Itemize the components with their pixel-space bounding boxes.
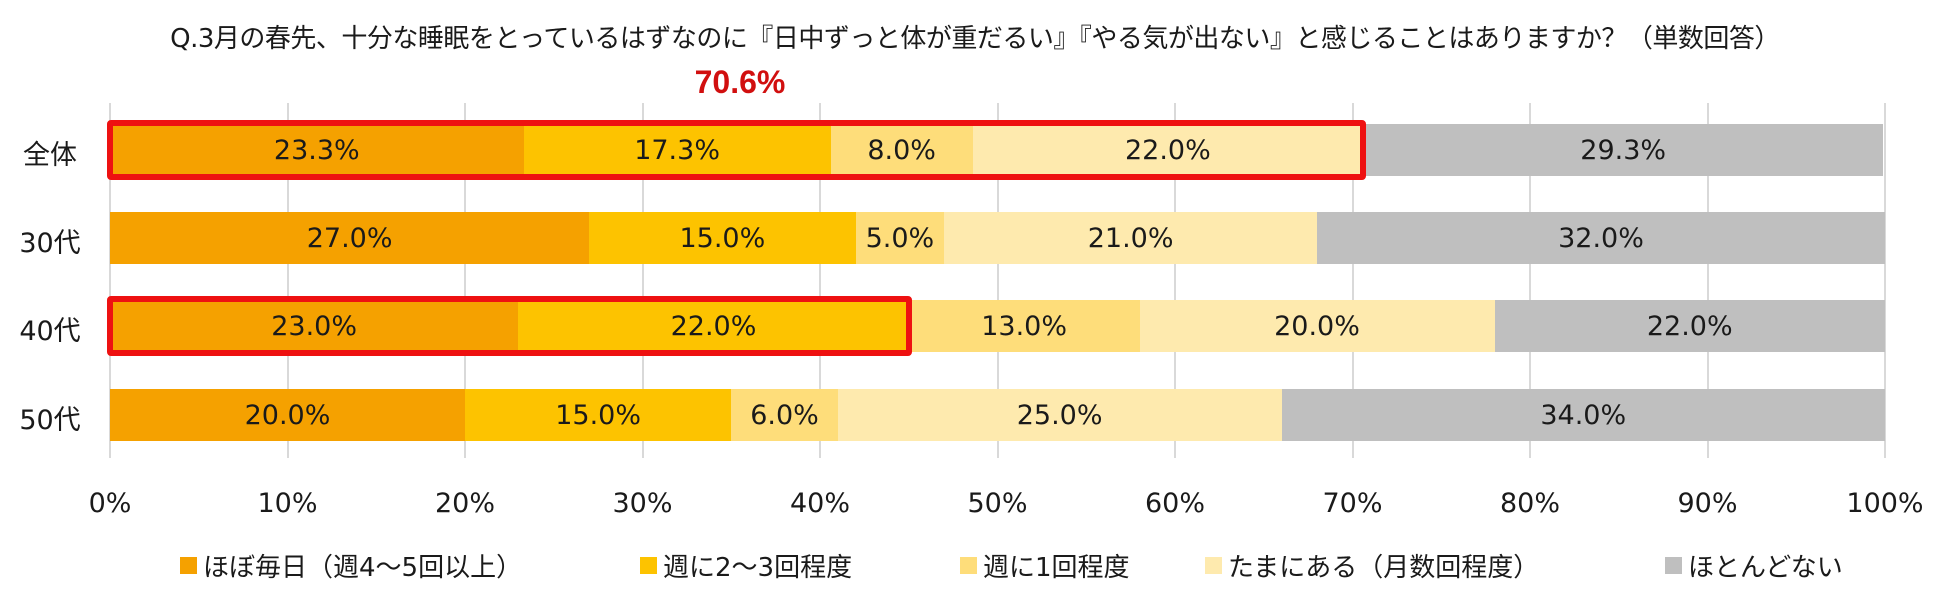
bar-segment: 23.0% [110, 300, 519, 352]
bar-segment: 20.0% [110, 389, 465, 441]
legend-swatch-icon [960, 557, 977, 574]
legend-label: 週に2～3回程度 [663, 553, 853, 583]
x-tick-label: 0% [88, 488, 132, 519]
data-label: 13.0% [981, 310, 1068, 342]
gridline [1351, 103, 1354, 458]
data-label: 32.0% [1558, 222, 1644, 254]
bar-segment: 22.0% [1494, 300, 1885, 352]
chart-title: Q.3月の春先、十分な睡眠をとっているはずなのに『日中ずっと体が重だるい』『やる… [170, 24, 1780, 54]
x-tick-label: 50% [967, 488, 1028, 519]
bar-segment: 27.0% [110, 212, 590, 264]
data-label: 20.0% [1274, 310, 1360, 342]
bar-segment: 29.3% [1363, 124, 1884, 176]
legend-swatch-icon [180, 557, 197, 574]
data-label: 25.0% [1016, 399, 1103, 431]
data-label: 23.3% [273, 134, 360, 166]
data-label: 15.0% [555, 399, 642, 431]
bar-segment: 15.0% [589, 212, 856, 264]
gridline [1174, 103, 1176, 458]
gridline [641, 103, 644, 458]
category-label: 40代 [19, 316, 81, 347]
data-label: 17.3% [634, 134, 720, 166]
highlight-box [107, 296, 912, 356]
bar-segment: 22.0% [518, 300, 909, 352]
bar-segment: 20.0% [1139, 300, 1495, 352]
bar-segment: 25.0% [837, 389, 1282, 441]
bar-segment: 23.3% [110, 124, 524, 176]
legend-item: ほとんどない [1665, 547, 1843, 584]
legend-swatch-icon [1205, 557, 1222, 574]
bar-segment: 6.0% [731, 389, 838, 441]
legend-label: 週に1回程度 [983, 553, 1130, 583]
highlight-callout: 70.6% [694, 64, 786, 100]
gridline [1884, 103, 1886, 458]
data-label: 20.0% [244, 399, 331, 431]
bar-segment: 32.0% [1317, 212, 1885, 264]
x-tick-label: 90% [1677, 488, 1738, 519]
x-tick-label: 40% [789, 488, 850, 519]
x-tick-label: 10% [257, 488, 318, 519]
bar-segment: 5.0% [855, 212, 945, 264]
gridline [464, 103, 466, 458]
bar-segment: 22.0% [972, 124, 1364, 176]
data-label: 27.0% [306, 222, 393, 254]
x-tick-label: 30% [612, 488, 673, 519]
bar-segment: 15.0% [465, 389, 732, 441]
data-label: 23.0% [271, 310, 358, 342]
data-label: 15.0% [679, 222, 766, 254]
gridline [996, 103, 999, 458]
legend-label: たまにある（月数回程度） [1228, 553, 1540, 583]
gridline [1529, 103, 1531, 458]
data-label: 29.3% [1580, 134, 1667, 166]
bar-row: 23.3% 17.3% 8.0% 22.0% 29.3% [110, 124, 1885, 176]
legend-item: ほぼ毎日（週4～5回以上） [180, 547, 522, 584]
data-label: 6.0% [750, 399, 819, 431]
category-label: 50代 [19, 405, 81, 436]
legend-item: たまにある（月数回程度） [1205, 547, 1539, 584]
legend-label: ほとんどない [1688, 553, 1843, 583]
data-label: 22.0% [1124, 134, 1211, 166]
data-label: 8.0% [867, 134, 936, 166]
data-label: 22.0% [670, 310, 757, 342]
x-tick-label: 100% [1846, 488, 1924, 519]
gridline [109, 103, 111, 458]
data-label: 22.0% [1646, 310, 1733, 342]
data-label: 5.0% [865, 222, 935, 254]
bar-row: 23.0% 22.0% 13.0% 20.0% 22.0% [110, 300, 1885, 352]
gridline [1706, 103, 1709, 458]
x-tick-label: 60% [1144, 488, 1205, 519]
x-tick-label: 20% [434, 488, 495, 519]
bar-segment: 21.0% [944, 212, 1317, 264]
data-label: 34.0% [1540, 399, 1627, 431]
legend-item: 週に1回程度 [960, 547, 1130, 584]
legend-item: 週に2～3回程度 [640, 547, 852, 584]
legend-swatch-icon [1665, 557, 1682, 574]
category-label: 全体 [23, 140, 77, 171]
bar-segment: 17.3% [523, 124, 831, 176]
bar-segment: 13.0% [908, 300, 1140, 352]
gridline [286, 103, 289, 458]
plot-area: 23.3% 17.3% 8.0% 22.0% 29.3% 27.0% 15.0% 5.0% 21… [107, 103, 1886, 458]
bar-segment: 8.0% [830, 124, 973, 176]
x-tick-label: 70% [1322, 488, 1383, 519]
legend-label: ほぼ毎日（週4～5回以上） [203, 553, 523, 583]
bar-row: 27.0% 15.0% 5.0% 21.0% 32.0% [110, 212, 1885, 264]
bar-row: 20.0% 15.0% 6.0% 25.0% 34.0% [110, 389, 1885, 441]
x-tick-label: 80% [1499, 488, 1560, 519]
bar-segment: 34.0% [1281, 389, 1885, 441]
gridline [819, 103, 821, 458]
category-label: 30代 [19, 228, 81, 259]
highlight-box [107, 120, 1367, 180]
data-label: 21.0% [1087, 222, 1174, 254]
legend-swatch-icon [640, 557, 657, 574]
